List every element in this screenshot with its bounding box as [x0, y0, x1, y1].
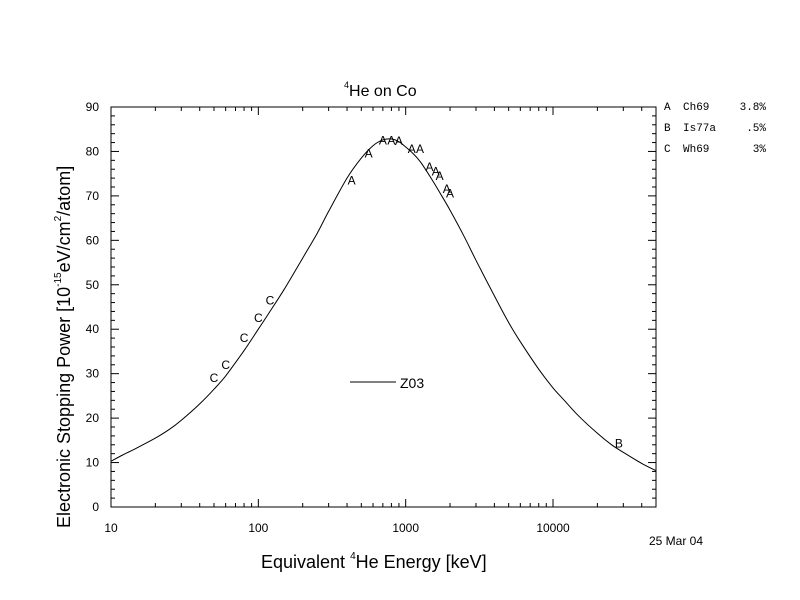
legend-label-z03: Z03 — [400, 375, 424, 391]
data-point-c: C — [254, 311, 263, 325]
data-point-a: A — [436, 169, 444, 183]
y-tick-label: 50 — [86, 278, 100, 292]
x-tick-label: 100 — [248, 521, 268, 535]
x-tick-label: 10 — [104, 521, 118, 535]
data-point-a: A — [408, 142, 416, 156]
chart-title: 4He on Co — [344, 80, 417, 100]
date-stamp: 25 Mar 04 — [649, 534, 703, 548]
reference-list: A Ch69 3.8% B Is77a .5% C Wh69 3% — [664, 102, 766, 156]
data-point-a: A — [365, 147, 373, 161]
data-point-c: C — [240, 331, 249, 345]
ref-source: Ch69 — [683, 102, 709, 114]
data-point-a: A — [387, 133, 395, 147]
ref-error: 3% — [753, 144, 767, 156]
data-point-c: C — [221, 358, 230, 372]
data-point-a: A — [348, 173, 356, 187]
data-point-a: A — [416, 142, 424, 156]
data-point-a: A — [379, 133, 387, 147]
y-tick-label: 90 — [86, 100, 100, 114]
y-tick-label: 40 — [86, 322, 100, 336]
data-point-c: C — [266, 293, 275, 307]
data-point-a: A — [425, 160, 433, 174]
x-tick-label: 1000 — [392, 521, 419, 535]
y-tick-label: 60 — [86, 233, 100, 247]
y-tick-label: 0 — [92, 500, 99, 514]
series-line-z03 — [110, 138, 657, 472]
data-point-a: A — [432, 164, 440, 178]
y-tick-label: 30 — [86, 367, 100, 381]
y-tick-label: 20 — [86, 411, 100, 425]
ref-error: 3.8% — [740, 102, 767, 114]
x-axis-title: Equivalent 4He Energy [keV] — [261, 551, 487, 572]
ref-source: Is77a — [683, 123, 716, 135]
data-point-a: A — [443, 182, 451, 196]
ref-error: .5% — [746, 123, 766, 135]
ref-key: C — [664, 144, 671, 156]
data-point-a: A — [395, 134, 403, 148]
ref-source: Wh69 — [683, 144, 709, 156]
x-tick-label: 10000 — [536, 521, 570, 535]
ref-key: B — [664, 123, 671, 135]
y-tick-label: 80 — [86, 144, 100, 158]
y-tick-label: 10 — [86, 456, 100, 470]
plot-frame — [110, 106, 657, 508]
data-point-c: C — [210, 371, 219, 385]
data-point-a: A — [446, 187, 454, 201]
y-tick-labels: 0 10 20 30 40 50 60 70 80 90 — [86, 100, 100, 514]
y-tick-label: 70 — [86, 189, 100, 203]
x-tick-labels: 10 100 1000 10000 — [104, 521, 570, 535]
axis-ticks — [110, 106, 657, 508]
ref-key: A — [664, 102, 671, 114]
y-axis-title: Electronic Stopping Power [10-15eV/cm2/a… — [53, 166, 74, 528]
data-point-b: B — [615, 436, 623, 450]
